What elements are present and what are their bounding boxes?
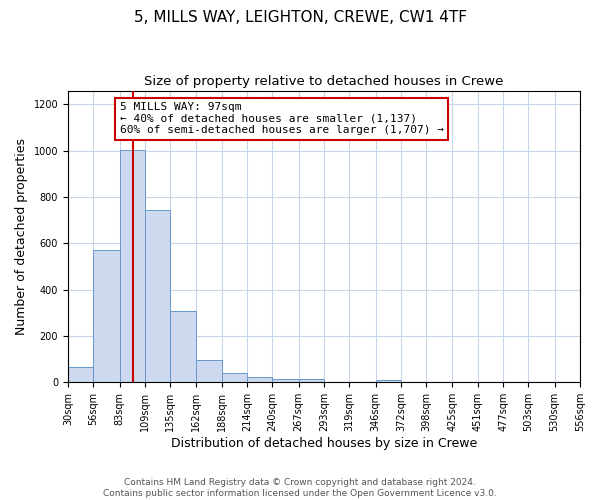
Bar bbox=[196, 360, 222, 382]
Text: 5 MILLS WAY: 97sqm
← 40% of detached houses are smaller (1,137)
60% of semi-deta: 5 MILLS WAY: 97sqm ← 40% of detached hou… bbox=[119, 102, 443, 136]
Bar bbox=[170, 310, 196, 382]
X-axis label: Distribution of detached houses by size in Crewe: Distribution of detached houses by size … bbox=[171, 437, 477, 450]
Bar bbox=[93, 250, 119, 382]
Bar bbox=[299, 380, 324, 382]
Text: Contains HM Land Registry data © Crown copyright and database right 2024.
Contai: Contains HM Land Registry data © Crown c… bbox=[103, 478, 497, 498]
Bar bbox=[222, 373, 247, 382]
Title: Size of property relative to detached houses in Crewe: Size of property relative to detached ho… bbox=[144, 75, 503, 88]
Bar bbox=[247, 378, 272, 382]
Bar bbox=[68, 368, 93, 382]
Bar bbox=[376, 380, 401, 382]
Bar bbox=[272, 379, 299, 382]
Bar bbox=[145, 210, 170, 382]
Y-axis label: Number of detached properties: Number of detached properties bbox=[15, 138, 28, 335]
Text: 5, MILLS WAY, LEIGHTON, CREWE, CW1 4TF: 5, MILLS WAY, LEIGHTON, CREWE, CW1 4TF bbox=[133, 10, 467, 25]
Bar bbox=[119, 150, 145, 382]
